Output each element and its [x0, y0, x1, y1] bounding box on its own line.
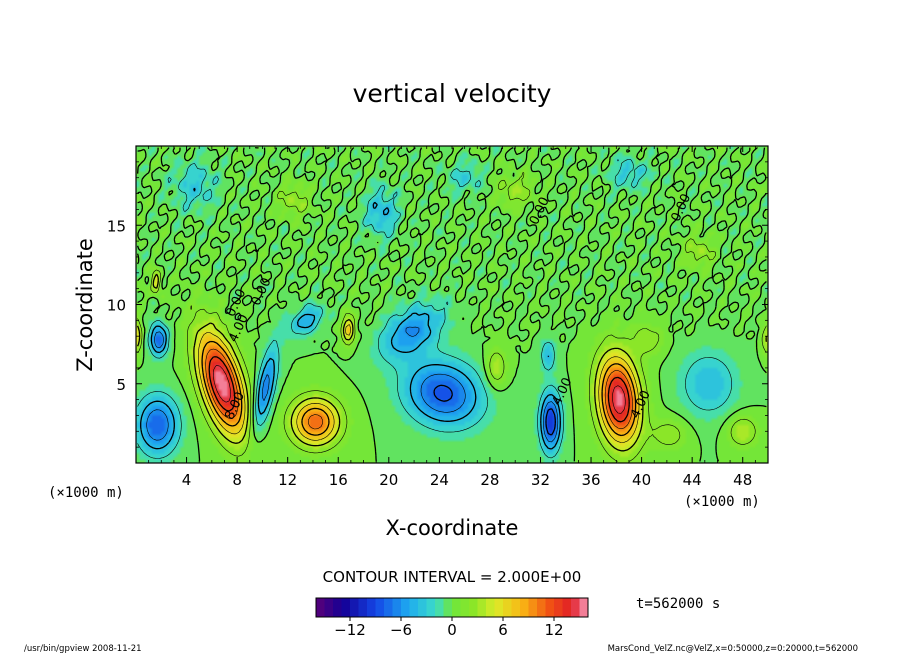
contour-line — [137, 172, 767, 462]
colorbar-cell — [486, 598, 495, 617]
colorbar-cell — [443, 598, 453, 617]
x-axis: 4 8 12 16 20 24 28 32 36 40 44 48 — [148, 146, 756, 489]
colorbar-cell — [554, 598, 563, 617]
colorbar-cell — [375, 598, 385, 617]
colorbar-cell — [477, 598, 487, 617]
x-tick-label: 40 — [632, 471, 651, 489]
contour-line — [433, 384, 556, 436]
colorbar-tick-label: −6 — [390, 621, 412, 639]
x-tick-label: 4 — [182, 471, 192, 489]
colorbar-cell — [571, 598, 580, 617]
colorbar-tick-label: 12 — [544, 621, 563, 639]
colorbar-cell — [350, 598, 359, 617]
colorbar-cell — [469, 598, 478, 617]
plot-area: 0.004.008.000.000.00 0.004.00 4.00 — [135, 145, 769, 464]
colorbar-cell — [401, 598, 410, 617]
chart-title: vertical velocity — [353, 79, 552, 108]
colorbar-cell — [545, 598, 555, 617]
x-tick-label: 32 — [531, 471, 550, 489]
footer-right: MarsCond_VelZ.nc@VelZ,x=0:50000,z=0:2000… — [608, 644, 858, 654]
x-tick-label: 16 — [329, 471, 348, 489]
colorbar-cell — [418, 598, 427, 617]
contour-line — [136, 146, 767, 462]
x-unit-right: (×1000 m) — [684, 494, 760, 510]
x-tick-label: 12 — [278, 471, 297, 489]
contour-line — [205, 348, 633, 430]
colorbar-tick-label: 0 — [447, 621, 457, 639]
colorbar-cell — [333, 598, 342, 617]
colorbar-cell — [358, 598, 368, 617]
x-tick-label: 48 — [733, 471, 752, 489]
contour-line — [198, 324, 640, 443]
contour-line — [201, 340, 637, 437]
colorbar-cell — [409, 598, 419, 617]
footer-left: /usr/bin/gpview 2008-11-21 — [24, 644, 142, 654]
y-tick-label: 10 — [107, 297, 126, 315]
colorbar-cell — [426, 598, 436, 617]
contour-line — [136, 273, 768, 452]
contour-line — [146, 326, 559, 443]
contour-line — [137, 159, 732, 459]
colorbar-cell — [537, 598, 546, 617]
x-tick-label: 36 — [581, 471, 600, 489]
contour-line — [208, 356, 630, 423]
colorbar-cell — [562, 598, 572, 617]
colorbar-cell — [579, 598, 589, 617]
time-label: t=562000 s — [636, 596, 720, 612]
contour-interval-text: CONTOUR INTERVAL = 2.000E+00 — [323, 568, 582, 586]
colorbar-cell — [392, 598, 402, 617]
colorbar-cell — [324, 598, 334, 617]
x-unit-left: (×1000 m) — [48, 485, 124, 501]
y-tick-label: 5 — [116, 376, 126, 394]
colorbar-tick-label: −12 — [334, 621, 366, 639]
colorbar-cell — [460, 598, 470, 617]
colorbar-cell — [528, 598, 538, 617]
colorbar-cell — [384, 598, 393, 617]
y-tick-label: 15 — [107, 217, 126, 235]
colorbar-cell — [341, 598, 351, 617]
x-tick-label: 20 — [379, 471, 398, 489]
colorbar-cell — [494, 598, 504, 617]
x-tick-label: 8 — [232, 471, 242, 489]
colorbar-cell — [520, 598, 529, 617]
colorbar-tick-label: 6 — [498, 621, 508, 639]
colorbar-cell — [452, 598, 461, 617]
colorbar-cell — [435, 598, 444, 617]
colorbar-cell — [316, 598, 325, 617]
x-tick-label: 44 — [683, 471, 702, 489]
colorbar: −12 −6 0 6 12 — [315, 597, 589, 639]
x-tick-label: 24 — [430, 471, 449, 489]
colorbar-cell — [367, 598, 376, 617]
contour-lines — [136, 146, 768, 462]
contour-line — [140, 187, 561, 450]
colorbar-cell — [511, 598, 521, 617]
contour-line — [213, 365, 626, 414]
colorbar-cell — [503, 598, 512, 617]
y-axis-label: Z-coordinate — [73, 238, 97, 372]
y-axis: 5 10 15 — [107, 161, 768, 448]
x-tick-label: 28 — [480, 471, 499, 489]
x-axis-label: X-coordinate — [386, 516, 519, 540]
